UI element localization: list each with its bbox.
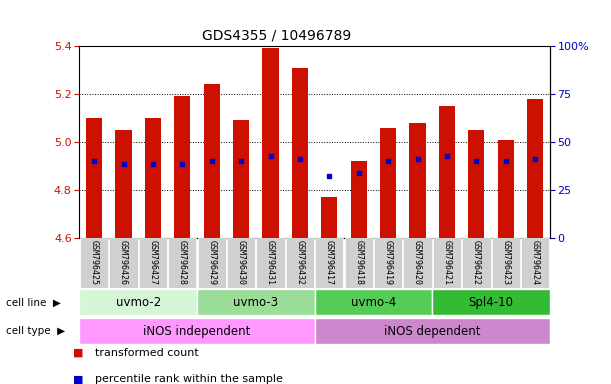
Bar xyxy=(263,48,279,238)
Bar xyxy=(292,68,308,238)
Text: GSM796430: GSM796430 xyxy=(236,240,246,285)
Bar xyxy=(498,140,514,238)
Text: uvmo-3: uvmo-3 xyxy=(233,296,279,309)
Bar xyxy=(197,238,226,288)
Bar xyxy=(374,238,402,288)
Text: GSM796417: GSM796417 xyxy=(325,240,334,285)
Bar xyxy=(203,84,220,238)
Bar xyxy=(439,106,455,238)
Text: cell line  ▶: cell line ▶ xyxy=(6,297,61,308)
Text: GSM796427: GSM796427 xyxy=(148,240,158,285)
Bar xyxy=(403,238,432,288)
Bar xyxy=(79,290,197,315)
Bar xyxy=(197,290,315,315)
Text: GSM796420: GSM796420 xyxy=(413,240,422,285)
Bar xyxy=(315,318,550,344)
Bar xyxy=(86,118,102,238)
Bar xyxy=(468,130,485,238)
Bar xyxy=(433,238,461,288)
Bar xyxy=(174,96,191,238)
Bar xyxy=(521,238,549,288)
Bar xyxy=(227,238,255,288)
Bar xyxy=(315,238,343,288)
Bar xyxy=(433,290,550,315)
Text: iNOS dependent: iNOS dependent xyxy=(384,325,480,338)
Text: GSM796429: GSM796429 xyxy=(207,240,216,285)
Bar xyxy=(345,238,373,288)
Bar xyxy=(492,238,520,288)
Text: GSM796418: GSM796418 xyxy=(354,240,364,285)
Text: percentile rank within the sample: percentile rank within the sample xyxy=(95,374,282,384)
Bar xyxy=(139,238,167,288)
Text: transformed count: transformed count xyxy=(95,348,199,358)
Text: ■: ■ xyxy=(73,374,84,384)
Text: GSM796425: GSM796425 xyxy=(90,240,98,285)
Text: GSM796424: GSM796424 xyxy=(531,240,540,285)
Text: Spl4-10: Spl4-10 xyxy=(469,296,514,309)
Text: GSM796421: GSM796421 xyxy=(442,240,452,285)
Bar xyxy=(79,318,315,344)
Text: ■: ■ xyxy=(73,348,84,358)
Bar xyxy=(109,238,137,288)
Text: GSM796422: GSM796422 xyxy=(472,240,481,285)
Bar xyxy=(233,121,249,238)
Text: GSM796432: GSM796432 xyxy=(296,240,304,285)
Text: GSM796423: GSM796423 xyxy=(501,240,510,285)
Bar xyxy=(409,123,426,238)
Text: cell type  ▶: cell type ▶ xyxy=(6,326,65,336)
Bar xyxy=(145,118,161,238)
Title: GDS4355 / 10496789: GDS4355 / 10496789 xyxy=(202,28,352,42)
Text: iNOS independent: iNOS independent xyxy=(144,325,251,338)
Bar xyxy=(351,161,367,238)
Text: GSM796419: GSM796419 xyxy=(384,240,393,285)
Text: GSM796426: GSM796426 xyxy=(119,240,128,285)
Bar xyxy=(463,238,491,288)
Bar xyxy=(315,290,433,315)
Bar xyxy=(80,238,108,288)
Text: uvmo-4: uvmo-4 xyxy=(351,296,396,309)
Bar xyxy=(168,238,197,288)
Bar xyxy=(380,128,397,238)
Bar xyxy=(527,99,543,238)
Text: uvmo-2: uvmo-2 xyxy=(115,296,161,309)
Text: GSM796431: GSM796431 xyxy=(266,240,275,285)
Bar xyxy=(257,238,285,288)
Bar xyxy=(286,238,314,288)
Text: GSM796428: GSM796428 xyxy=(178,240,187,285)
Bar xyxy=(321,197,337,238)
Bar xyxy=(115,130,131,238)
